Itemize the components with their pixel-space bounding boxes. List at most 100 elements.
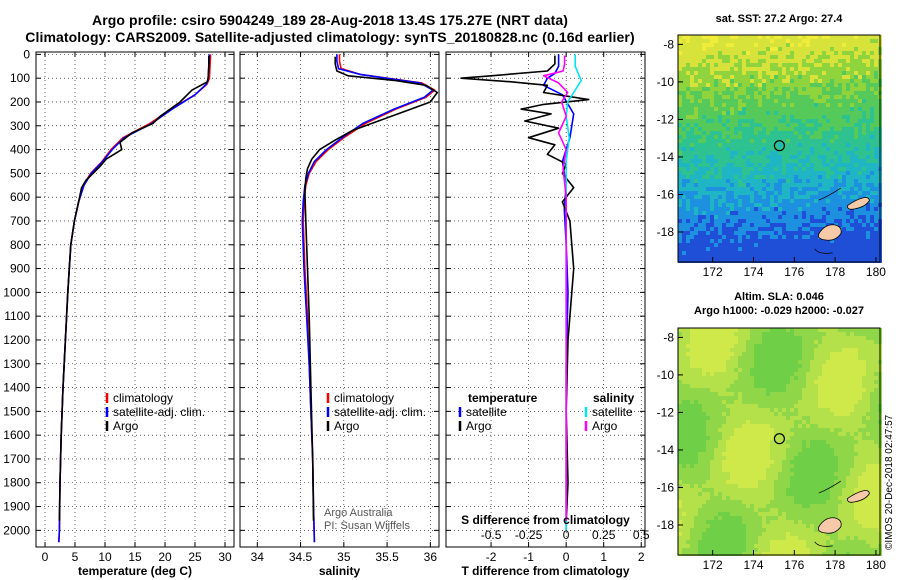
heatmap-cell	[726, 191, 730, 195]
heatmap-cell	[714, 59, 718, 63]
heatmap-cell	[774, 63, 778, 67]
heatmap-cell	[690, 420, 694, 424]
heatmap-cell	[754, 416, 758, 420]
heatmap-cell	[858, 187, 862, 191]
heatmap-cell	[730, 127, 734, 131]
heatmap-cell	[802, 380, 806, 384]
heatmap-cell	[830, 344, 834, 348]
heatmap-cell	[754, 215, 758, 219]
heatmap-cell	[770, 67, 774, 71]
heatmap-cell	[786, 191, 790, 195]
heatmap-cell	[758, 143, 762, 147]
salinity-panel: 34 34.5 35 35.5 36salinityclimatologysatelli…	[239, 51, 440, 578]
heatmap-cell	[810, 328, 814, 332]
heatmap-cell	[690, 336, 694, 340]
heatmap-cell	[766, 227, 770, 231]
heatmap-cell	[722, 388, 726, 392]
heatmap-cell	[738, 223, 742, 227]
heatmap-cell	[854, 368, 858, 372]
heatmap-cell	[798, 255, 802, 259]
heatmap-cell	[838, 87, 842, 91]
heatmap-cell	[790, 123, 794, 127]
heatmap-cell	[706, 231, 710, 235]
heatmap-cell	[790, 143, 794, 147]
heatmap-cell	[694, 91, 698, 95]
heatmap-cell	[682, 199, 686, 203]
heatmap-cell	[834, 372, 838, 376]
heatmap-cell	[734, 199, 738, 203]
heatmap-cell	[682, 43, 686, 47]
heatmap-cell	[850, 179, 854, 183]
heatmap-cell	[866, 187, 870, 191]
heatmap-cell	[742, 91, 746, 95]
heatmap-cell	[866, 171, 870, 175]
heatmap-cell	[846, 255, 850, 259]
heatmap-cell	[722, 424, 726, 428]
heatmap-cell	[706, 364, 710, 368]
heatmap-cell	[742, 251, 746, 255]
heatmap-cell	[866, 59, 870, 63]
heatmap-cell	[718, 215, 722, 219]
heatmap-cell	[722, 87, 726, 91]
heatmap-cell	[870, 171, 874, 175]
heatmap-cell	[790, 384, 794, 388]
heatmap-cell	[738, 131, 742, 135]
heatmap-cell	[770, 191, 774, 195]
heatmap-cell	[718, 111, 722, 115]
heatmap-cell	[750, 139, 754, 143]
heatmap-cell	[762, 143, 766, 147]
heatmap-cell	[806, 235, 810, 239]
heatmap-cell	[690, 416, 694, 420]
heatmap-cell	[834, 131, 838, 135]
heatmap-cell	[862, 255, 866, 259]
heatmap-cell	[766, 79, 770, 83]
heatmap-cell	[798, 159, 802, 163]
heatmap-cell	[702, 51, 706, 55]
heatmap-cell	[698, 432, 702, 436]
heatmap-cell	[822, 59, 826, 63]
heatmap-cell	[858, 239, 862, 243]
heatmap-cell	[710, 392, 714, 396]
heatmap-cell	[814, 215, 818, 219]
heatmap-cell	[710, 231, 714, 235]
heatmap-cell	[866, 340, 870, 344]
heatmap-cell	[794, 59, 798, 63]
heatmap-cell	[802, 47, 806, 51]
heatmap-cell	[814, 235, 818, 239]
heatmap-cell	[686, 91, 690, 95]
heatmap-cell	[802, 163, 806, 167]
heatmap-cell	[822, 139, 826, 143]
heatmap-cell	[750, 75, 754, 79]
heatmap-cell	[762, 336, 766, 340]
heatmap-cell	[718, 167, 722, 171]
heatmap-cell	[714, 392, 718, 396]
heatmap-cell	[826, 440, 830, 444]
heatmap-cell	[854, 340, 858, 344]
heatmap-cell	[866, 356, 870, 360]
heatmap-cell	[698, 259, 702, 263]
heatmap-cell	[814, 39, 818, 43]
heatmap-cell	[682, 107, 686, 111]
heatmap-cell	[858, 87, 862, 91]
heatmap-cell	[850, 131, 854, 135]
heatmap-cell	[842, 79, 846, 83]
y-tick-label: -14	[657, 150, 675, 164]
heatmap-cell	[714, 243, 718, 247]
legend-label: satellite-adj. clim.	[113, 405, 205, 419]
heatmap-cell	[686, 255, 690, 259]
heatmap-cell	[870, 368, 874, 372]
heatmap-cell	[790, 175, 794, 179]
difference-panel: -2 -1 0 1 2T difference from climatology-0.5…	[445, 51, 650, 578]
heatmap-cell	[762, 91, 766, 95]
heatmap-cell	[850, 215, 854, 219]
heatmap-cell	[822, 372, 826, 376]
heatmap-cell	[794, 440, 798, 444]
heatmap-cell	[790, 67, 794, 71]
heatmap-cell	[706, 71, 710, 75]
heatmap-cell	[858, 247, 862, 251]
heatmap-cell	[786, 155, 790, 159]
heatmap-cell	[726, 55, 730, 59]
heatmap-cell	[802, 436, 806, 440]
heatmap-cell	[834, 384, 838, 388]
heatmap-cell	[854, 91, 858, 95]
